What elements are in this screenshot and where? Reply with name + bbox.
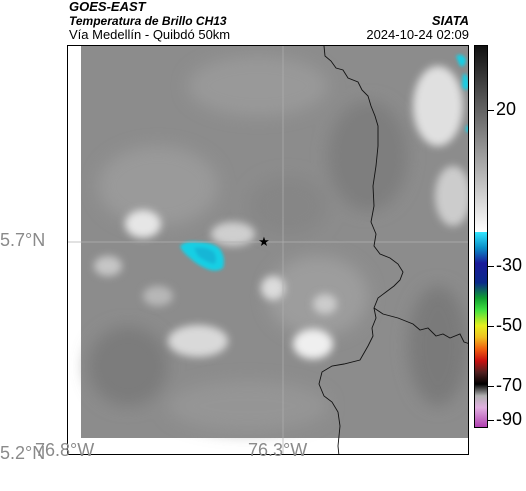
header-right: SIATA 2024-10-24 02:09 (366, 0, 469, 42)
colorbar-tick-20: 20 (496, 99, 517, 119)
agency-label: SIATA (431, 13, 469, 28)
product-title: Temperatura de Brillo CH13 (69, 14, 227, 28)
colorbar-tick-minus30: -30 (496, 255, 523, 275)
colorbar-tick-minus50: -50 (496, 315, 523, 335)
lat-label-5-2: 5.2°N (0, 443, 46, 463)
lon-label-76-8: 76.8°W (35, 440, 95, 460)
colorbar (474, 45, 488, 428)
map-panel[interactable]: ★ (67, 45, 469, 455)
graticule (68, 46, 468, 454)
satellite-title: GOES-EAST (69, 0, 146, 14)
star-icon: ★ (258, 235, 270, 250)
lon-label-76-3: 76.3°W (248, 440, 308, 460)
colorbar-tick-minus70: -70 (496, 375, 523, 395)
region-label: Vía Medellín - Quibdó 50km (69, 27, 231, 42)
department-border (373, 307, 468, 344)
brightness-temperature-map: ★ (68, 46, 468, 454)
datetime-label: 2024-10-24 02:09 (366, 27, 469, 42)
colorbar-tick-minus90: -90 (496, 409, 523, 429)
political-border (318, 46, 404, 454)
header-left: GOES-EAST Temperatura de Brillo CH13 Vía… (69, 0, 230, 42)
lat-label-5-7: 5.7°N (0, 230, 46, 250)
